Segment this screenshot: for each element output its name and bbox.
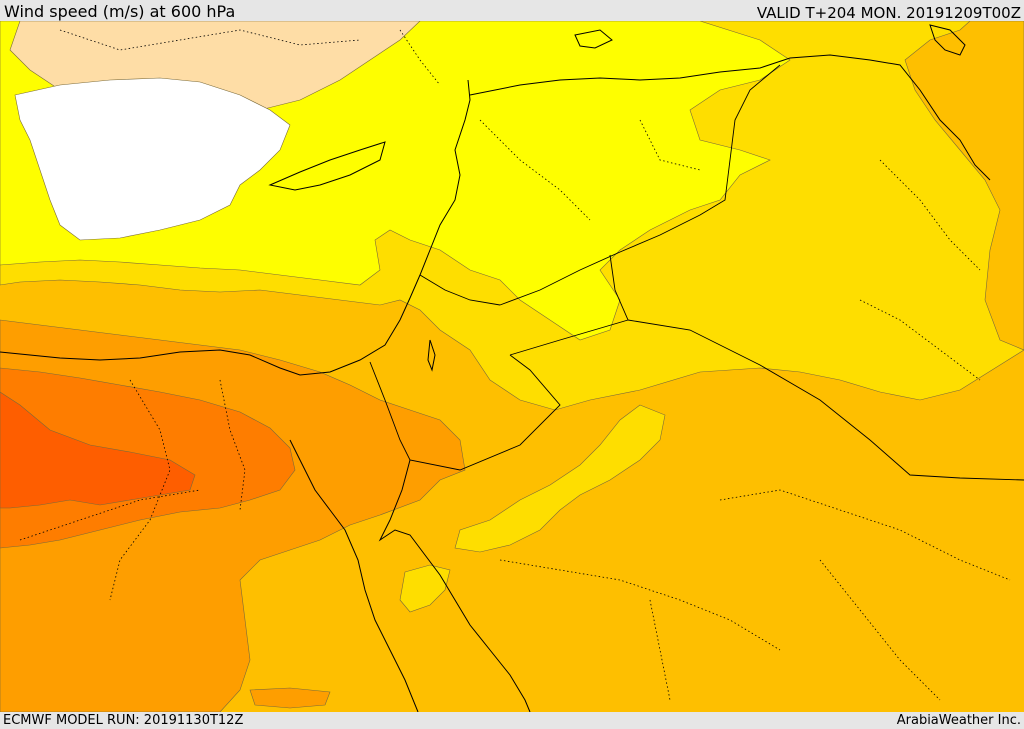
map-canvas	[0, 21, 1024, 712]
band-light-moderate-tongue	[454, 404, 666, 553]
band-very-strong	[0, 391, 196, 509]
map-title: Wind speed (m/s) at 600 hPa	[4, 2, 236, 21]
band-calm	[14, 77, 291, 241]
country-borders	[369, 64, 1024, 481]
band-moderate-strong-blob	[249, 687, 331, 709]
admin-borders	[19, 29, 1011, 701]
wind-speed-map[interactable]	[0, 21, 1024, 712]
map-header: Wind speed (m/s) at 600 hPa VALID T+204 …	[0, 0, 1024, 21]
credit: ArabiaWeather Inc.	[896, 713, 1021, 728]
valid-time: VALID T+204 MON. 20191209T00Z	[756, 4, 1021, 22]
map-footer: ECMWF MODEL RUN: 20191130T12Z ArabiaWeat…	[0, 712, 1024, 729]
model-run: ECMWF MODEL RUN: 20191130T12Z	[3, 713, 244, 728]
band-moderate-east	[904, 21, 1024, 351]
coastlines	[0, 24, 991, 712]
